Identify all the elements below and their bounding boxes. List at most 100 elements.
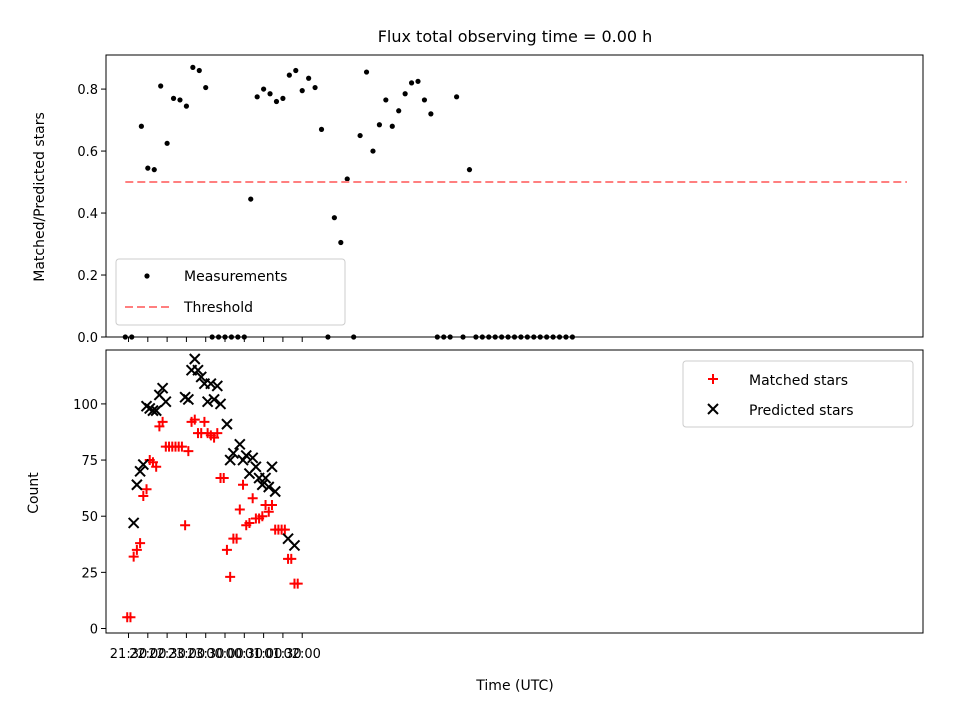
top-y-tick-label: 0.6 (77, 145, 98, 160)
bottom-x-tick-label: 02:00 (283, 647, 320, 662)
matched-star-marker (221, 544, 232, 555)
bottom-x-tick-label: 00:30 (226, 647, 263, 662)
legend-measurements-label: Measurements (184, 269, 287, 285)
matched-star-marker (131, 544, 142, 555)
measurement-point (389, 123, 395, 129)
matched-star-marker (151, 461, 162, 472)
matched-star-marker (238, 479, 249, 490)
matched-star-marker (138, 490, 149, 501)
predicted-star-marker (256, 479, 269, 491)
matched-star-marker (212, 428, 223, 439)
measurement-point (370, 148, 376, 154)
measurement-point (286, 72, 292, 78)
measurement-point (151, 167, 157, 173)
measurement-point (177, 97, 183, 103)
measurement-point (306, 75, 312, 81)
matched-star-marker (292, 578, 303, 589)
matched-star-marker (199, 416, 210, 427)
predicted-star-marker (201, 395, 214, 408)
matched-star-marker (234, 504, 245, 515)
measurement-point (170, 95, 177, 101)
matched-star-marker (263, 506, 274, 517)
measurement-point (383, 97, 389, 103)
predicted-star-marker (182, 393, 195, 406)
measurement-point (396, 108, 402, 114)
matched-star-marker (218, 473, 229, 484)
measurement-point (196, 67, 202, 74)
predicted-star-marker (150, 404, 162, 417)
top-axes-frame (105, 54, 924, 338)
predicted-star-marker (246, 452, 259, 464)
measurement-point (331, 215, 337, 221)
measurement-point (318, 126, 325, 132)
top-legend: Measurements Threshold (115, 258, 346, 326)
legend-matched-marker (708, 374, 718, 384)
legend-predicted-marker (707, 403, 719, 415)
predicted-star-marker (156, 382, 169, 394)
legend-threshold-label: Threshold (183, 300, 253, 316)
bottom-legend-box (682, 360, 914, 428)
matched-star-marker (125, 612, 136, 623)
measurement-point (421, 97, 428, 103)
top-y-tick-label: 0.0 (77, 331, 98, 346)
measurement-point (312, 84, 318, 91)
bottom-y-tick-label: 0 (90, 623, 98, 638)
measurement-point (415, 78, 421, 84)
matched-star-marker (135, 538, 146, 549)
measurement-point (402, 91, 408, 97)
measurement-point (376, 122, 383, 128)
measurement-point (248, 196, 254, 202)
measurement-point (408, 80, 415, 86)
bottom-y-axis-label: Count (26, 472, 42, 514)
measurement-point (138, 123, 144, 129)
matched-star-marker (257, 511, 268, 522)
matched-star-marker (225, 571, 236, 582)
matched-star-marker (266, 499, 277, 510)
predicted-star-marker (288, 539, 301, 552)
matched-star-marker (183, 446, 194, 457)
legend-predicted-label: Predicted stars (749, 403, 854, 419)
predicted-star-marker (234, 438, 246, 451)
predicted-star-marker (160, 395, 172, 408)
measurement-point (261, 86, 267, 92)
matched-star-marker (189, 414, 200, 425)
top-plot-area: 0.0 0.2 0.4 0.6 0.8 Measurements Threshold (77, 54, 924, 346)
top-legend-box (115, 258, 346, 326)
measurement-point (280, 95, 286, 101)
bottom-x-tick-label: 23:00 (168, 647, 205, 662)
measurement-point (454, 94, 460, 100)
bottom-y-tick-label: 50 (81, 510, 98, 525)
legend-measurements-marker (144, 273, 150, 279)
measurement-point (466, 167, 473, 173)
bottom-y-tick-label: 100 (73, 398, 98, 413)
predicted-star-marker (208, 393, 220, 406)
bottom-axes-frame (105, 349, 924, 634)
predicted-star-marker (263, 481, 275, 493)
measurement-point (203, 84, 209, 91)
predicted-star-marker (269, 485, 281, 498)
measurement-point (267, 91, 273, 97)
predicted-star-marker (224, 454, 236, 466)
matched-star-marker (128, 551, 139, 562)
bottom-x-tick-label: 23:30 (187, 647, 224, 662)
predicted-star-marker (127, 517, 140, 529)
measurement-point (293, 67, 299, 74)
bottom-x-tick-label: 01:00 (245, 647, 282, 662)
bottom-x-axis-label: Time (UTC) (475, 678, 553, 694)
matched-star-marker (279, 524, 290, 535)
matched-star-marker (286, 553, 297, 564)
top-chart-title: Flux total observing time = 0.00 h (378, 27, 653, 46)
measurement-point (338, 239, 344, 246)
measurement-point (299, 88, 305, 94)
matched-star-marker (231, 533, 242, 544)
legend-matched-label: Matched stars (749, 373, 848, 389)
bottom-x-tick-label: 21:30 (110, 647, 147, 662)
bottom-x-tick-label: 22:00 (129, 647, 166, 662)
bottom-y-tick-label: 25 (81, 566, 98, 581)
measurement-point (164, 140, 170, 146)
predicted-star-marker (205, 377, 217, 390)
top-y-tick-label: 0.8 (77, 83, 98, 98)
measurement-point (273, 98, 280, 105)
